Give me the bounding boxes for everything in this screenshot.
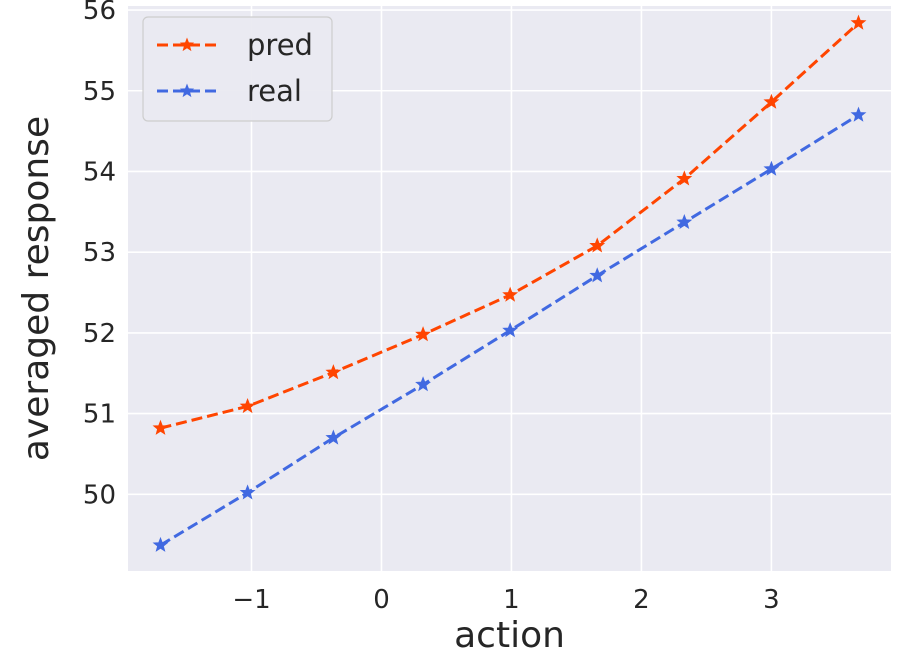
y-tick-label: 55 — [83, 77, 116, 107]
data-point-real — [415, 376, 431, 392]
x-axis-label: action — [454, 615, 565, 654]
x-tick-label: 2 — [633, 585, 650, 615]
legend-marker-pred — [179, 37, 195, 52]
y-tick-label: 56 — [83, 0, 116, 26]
grid-lines — [128, 6, 891, 571]
y-tick-label: 54 — [83, 157, 116, 187]
data-point-real — [676, 213, 693, 230]
data-point-pred — [239, 398, 256, 414]
data-point-pred — [850, 14, 867, 30]
y-tick-label: 52 — [83, 319, 116, 349]
data-point-pred — [502, 286, 519, 302]
legend: pred real — [142, 16, 333, 122]
data-point-real — [152, 536, 169, 552]
data-point-pred — [589, 237, 606, 253]
data-point-real — [589, 267, 606, 283]
y-tick-label: 53 — [83, 238, 116, 268]
x-tick-label: 0 — [373, 585, 390, 615]
data-point-pred — [763, 93, 780, 109]
x-tick-label: −1 — [232, 585, 270, 615]
legend-label-pred: pred — [247, 28, 313, 62]
data-point-pred — [415, 326, 431, 342]
data-point-pred — [676, 170, 693, 186]
y-axis-label: averaged response — [16, 116, 57, 461]
legend-label-real: real — [247, 74, 302, 108]
x-tick-label: 3 — [763, 585, 780, 615]
data-point-real — [325, 429, 342, 445]
x-axis-ticks: −1 0 1 2 3 — [232, 585, 779, 615]
data-point-pred — [325, 364, 342, 380]
series-group — [152, 14, 867, 552]
data-point-real — [502, 322, 519, 338]
x-tick-label: 1 — [503, 585, 520, 615]
data-point-real — [239, 484, 256, 500]
y-tick-label: 51 — [83, 400, 116, 430]
legend-marker-real — [179, 83, 195, 98]
data-point-real — [850, 106, 867, 122]
y-tick-label: 50 — [83, 480, 116, 510]
data-point-pred — [152, 419, 169, 435]
data-point-real — [763, 160, 780, 176]
y-axis-ticks: 50 51 52 53 54 55 56 — [83, 0, 116, 510]
